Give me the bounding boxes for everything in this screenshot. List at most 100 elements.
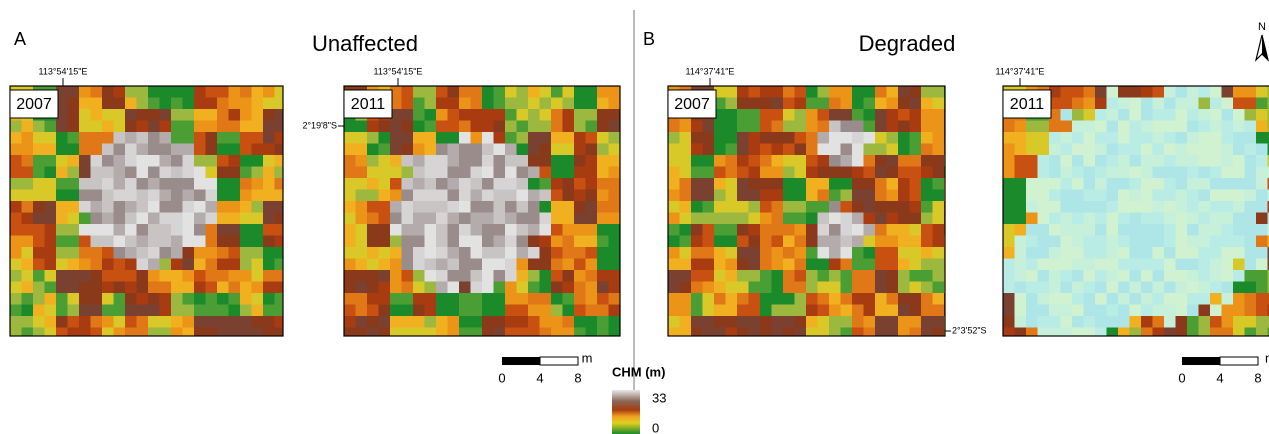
map-pixel (528, 224, 540, 236)
map-pixel (1141, 166, 1153, 179)
map-pixel (1026, 212, 1038, 225)
map-pixel (1049, 247, 1061, 259)
map-pixel (125, 316, 137, 328)
map-pixel (1014, 155, 1027, 167)
map-pixel (33, 327, 45, 337)
map-pixel (482, 293, 494, 305)
map-pixel (505, 86, 517, 98)
map-pixel (1014, 247, 1027, 259)
map-pixel (852, 155, 864, 167)
map-pixel (240, 304, 252, 317)
map-pixel (691, 155, 703, 167)
map-pixel (378, 178, 391, 190)
map-pixel (113, 258, 126, 271)
map-pixel (898, 132, 910, 144)
map-pixel (1037, 247, 1050, 259)
map-pixel (413, 304, 425, 317)
map-pixel (1210, 316, 1222, 328)
map-pixel (794, 270, 807, 282)
map-pixel (79, 189, 91, 202)
map-pixel (367, 258, 379, 271)
map-pixel (817, 304, 830, 317)
map-pixel (863, 224, 876, 236)
map-pixel (125, 304, 137, 317)
map-pixel (136, 304, 149, 317)
map-pixel (1129, 327, 1142, 337)
map-pixel (1106, 270, 1119, 282)
map-pixel (898, 316, 910, 328)
map-pixel (344, 178, 356, 190)
map-pixel (737, 189, 749, 202)
map-pixel (1060, 304, 1073, 317)
map-pixel (1198, 270, 1211, 282)
map-pixel (771, 235, 784, 248)
map-pixel (1164, 178, 1176, 190)
map-pixel (528, 109, 540, 121)
map-pixel (1233, 155, 1245, 167)
map-pixel (1198, 281, 1211, 294)
map-pixel (102, 304, 114, 317)
map-pixel (1210, 258, 1222, 271)
map-pixel (67, 281, 80, 294)
map-pixel (1256, 247, 1268, 259)
map-pixel (240, 109, 252, 121)
map-pixel (539, 109, 552, 121)
map-pixel (194, 120, 206, 133)
map-pixel (1060, 224, 1073, 236)
map-pixel (505, 132, 517, 144)
map-pixel (886, 109, 899, 121)
map-pixel (1106, 247, 1119, 259)
map-pixel (898, 178, 910, 190)
map-pixel (424, 109, 437, 121)
map-pixel (668, 316, 680, 328)
map-pixel (436, 132, 448, 144)
map-pixel (528, 143, 540, 156)
map-pixel (447, 258, 460, 271)
map-pixel (608, 270, 621, 282)
map-pixel (1267, 97, 1269, 110)
map-pixel (436, 281, 448, 294)
map-pixel (424, 132, 437, 144)
map-pixel (794, 304, 807, 317)
map-pixel (771, 166, 784, 179)
map-pixel (528, 86, 540, 98)
map-pixel (1118, 189, 1130, 202)
map-pixel (459, 120, 471, 133)
map-pixel (528, 316, 540, 328)
map-pixel (886, 178, 899, 190)
map-pixel (401, 270, 414, 282)
map-pixel (1175, 143, 1188, 156)
map-pixel (829, 143, 841, 156)
map-pixel (413, 132, 425, 144)
map-pixel (932, 247, 945, 259)
map-pixel (679, 270, 692, 282)
map-pixel (783, 293, 795, 305)
map-pixel (136, 293, 149, 305)
map-pixel (1233, 143, 1245, 156)
map-pixel (817, 316, 830, 328)
map-pixel (608, 316, 621, 328)
map-pixel (1187, 224, 1199, 236)
map-pixel (909, 86, 922, 98)
map-pixel (1221, 166, 1234, 179)
map-pixel (459, 212, 471, 225)
map-pixel (1267, 224, 1269, 236)
map-pixel (413, 258, 425, 271)
map-pixel (505, 224, 517, 236)
map-pixel (1198, 155, 1211, 167)
map-pixel (702, 212, 715, 225)
map-pixel (562, 316, 575, 328)
latitude-label: 2°3'52"S (952, 325, 987, 335)
map-pixel (21, 189, 34, 202)
map-pixel (608, 235, 621, 248)
map-pixel (228, 224, 241, 236)
map-pixel (413, 109, 425, 121)
map-pixel (1129, 304, 1142, 317)
map-pixel (679, 258, 692, 271)
map-pixel (886, 166, 899, 179)
map-pixel (44, 166, 57, 179)
map-pixel (447, 120, 460, 133)
map-pixel (1152, 178, 1165, 190)
map-pixel (840, 270, 853, 282)
map-pixel (182, 166, 195, 179)
